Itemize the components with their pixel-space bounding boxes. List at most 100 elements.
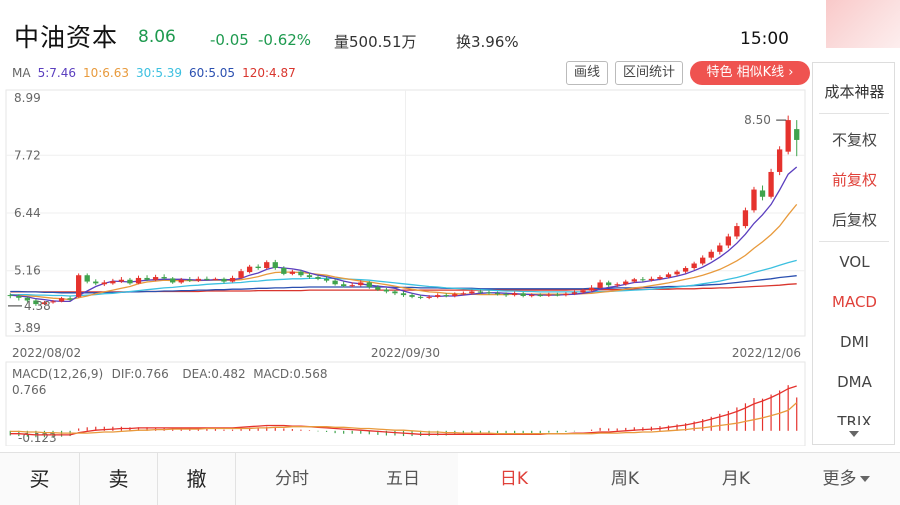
candle-body <box>332 280 338 285</box>
candle-body <box>657 277 663 279</box>
ma10-line <box>10 203 798 301</box>
ma10-label: 10:6.63 <box>82 66 129 80</box>
tab-monthly-k[interactable]: 月K <box>721 469 751 489</box>
draw-line-button[interactable]: 画线 <box>566 61 608 85</box>
range-stats-button[interactable]: 区间统计 <box>615 61 683 85</box>
candle-body <box>195 278 201 281</box>
candle-body <box>110 281 116 284</box>
chevron-down-icon[interactable] <box>849 431 859 437</box>
candle-body <box>665 274 672 278</box>
panel-divider <box>819 241 889 242</box>
macd-legend-item: DEA:0.482 <box>182 367 245 381</box>
candle-body <box>708 251 714 258</box>
candle-body <box>606 282 612 286</box>
candle-body <box>640 279 646 281</box>
y-tick-label: 5.16 <box>14 264 41 278</box>
indicator-dmi[interactable]: DMI <box>840 333 869 351</box>
candle-body <box>289 271 296 274</box>
candle-body <box>400 293 407 296</box>
candle-body <box>409 295 415 297</box>
candle-body <box>631 279 637 282</box>
indicator-macd[interactable]: MACD <box>832 293 877 311</box>
no-adjust-option[interactable]: 不复权 <box>831 131 877 149</box>
candle-body <box>511 293 518 296</box>
candle-body <box>742 210 749 227</box>
cost-tool-button[interactable]: 成本神器 <box>824 83 885 101</box>
x-tick-label: 2022/08/02 <box>12 346 81 360</box>
current-price: 8.06 <box>138 27 176 47</box>
ma30-label: 30:5.39 <box>136 66 183 80</box>
macd-top-label: 0.766 <box>12 383 46 397</box>
candle-body <box>93 281 99 284</box>
max-price-label: 8.50 <box>744 113 771 127</box>
candle-body <box>366 282 372 287</box>
candle-body <box>580 290 586 293</box>
ma120-label: 120:4.87 <box>242 66 296 80</box>
macd-legend-item: MACD(12,26,9) <box>12 367 103 381</box>
forward-adjust-option[interactable]: 前复权 <box>831 171 877 189</box>
stock-header: 中油资本 8.06 -0.05 -0.62% 量500.51万 换3.96% 1… <box>0 0 820 58</box>
candle-body <box>648 278 655 281</box>
candle-body <box>264 262 270 269</box>
candle-body <box>221 278 227 282</box>
indicator-panel: 成本神器 不复权 前复权 后复权 VOL MACD DMI DMA TRIX <box>812 62 895 445</box>
macd-panel-frame <box>5 361 806 446</box>
candle-body <box>597 282 603 288</box>
tab-five-day[interactable]: 五日 <box>386 469 420 489</box>
candle-body <box>571 292 578 294</box>
dea-line <box>10 402 798 435</box>
tab-weekly-k[interactable]: 周K <box>610 469 640 489</box>
candle-body <box>323 278 330 281</box>
candle-body <box>529 295 535 297</box>
candle-body <box>563 293 569 296</box>
candle-body <box>674 271 680 275</box>
candle-body <box>118 279 125 282</box>
buy-button[interactable]: 买 <box>0 453 80 505</box>
candle-body <box>204 278 210 280</box>
stock-name: 中油资本 <box>14 23 119 52</box>
cancel-order-button[interactable]: 撤 <box>158 453 236 505</box>
candle-body <box>751 189 757 211</box>
macd-legend-item: MACD:0.568 <box>253 367 327 381</box>
candle-body <box>76 275 82 297</box>
candle-body <box>417 296 424 298</box>
candle-body <box>7 295 13 297</box>
candle-body <box>469 291 475 294</box>
candle-body <box>358 282 364 286</box>
y-tick-label: 8.99 <box>14 91 41 105</box>
indicator-dma[interactable]: DMA <box>837 373 872 391</box>
backward-adjust-option[interactable]: 后复权 <box>831 211 877 229</box>
candle-body <box>298 271 304 276</box>
candle-body <box>255 266 261 269</box>
candle-body <box>435 295 441 297</box>
more-tabs-button[interactable]: 更多 <box>792 453 900 505</box>
similar-kline-button[interactable]: 特色 相似K线 › <box>690 61 810 85</box>
candle-body <box>554 294 561 296</box>
tab-daily-k[interactable]: 日K <box>458 453 570 505</box>
candle-body <box>50 301 56 303</box>
tab-intraday[interactable]: 分时 <box>275 469 309 489</box>
indicator-trix[interactable]: TRIX <box>837 413 872 425</box>
min-price-label: 4.38 <box>24 299 51 313</box>
candle-body <box>503 294 509 296</box>
candle-body <box>426 296 432 298</box>
candle-body <box>537 295 543 297</box>
candle-body <box>477 291 484 293</box>
candle-body <box>494 293 501 295</box>
candle-body <box>452 294 458 296</box>
candle-body <box>135 277 142 284</box>
candle-body <box>187 279 193 281</box>
candle-body <box>152 277 159 280</box>
ma5-label: 5:7.46 <box>37 66 76 80</box>
ma-legend: MA 5:7.46 10:6.63 30:5.39 60:5.05 120:4.87 <box>12 66 303 80</box>
time: 15:00 <box>740 29 789 49</box>
sell-button[interactable]: 卖 <box>80 453 158 505</box>
turnover-rate: 换3.96% <box>456 33 519 51</box>
candle-body <box>246 266 253 273</box>
candle-body <box>315 277 321 279</box>
indicator-vol[interactable]: VOL <box>839 253 870 271</box>
kline-chart[interactable]: 8.99 7.72 6.44 5.16 3.89 8.50 4.38 2022/08/02 20… <box>0 86 810 446</box>
corner-decoration <box>826 0 900 48</box>
candle-body <box>33 300 39 305</box>
candle-body <box>460 293 466 295</box>
